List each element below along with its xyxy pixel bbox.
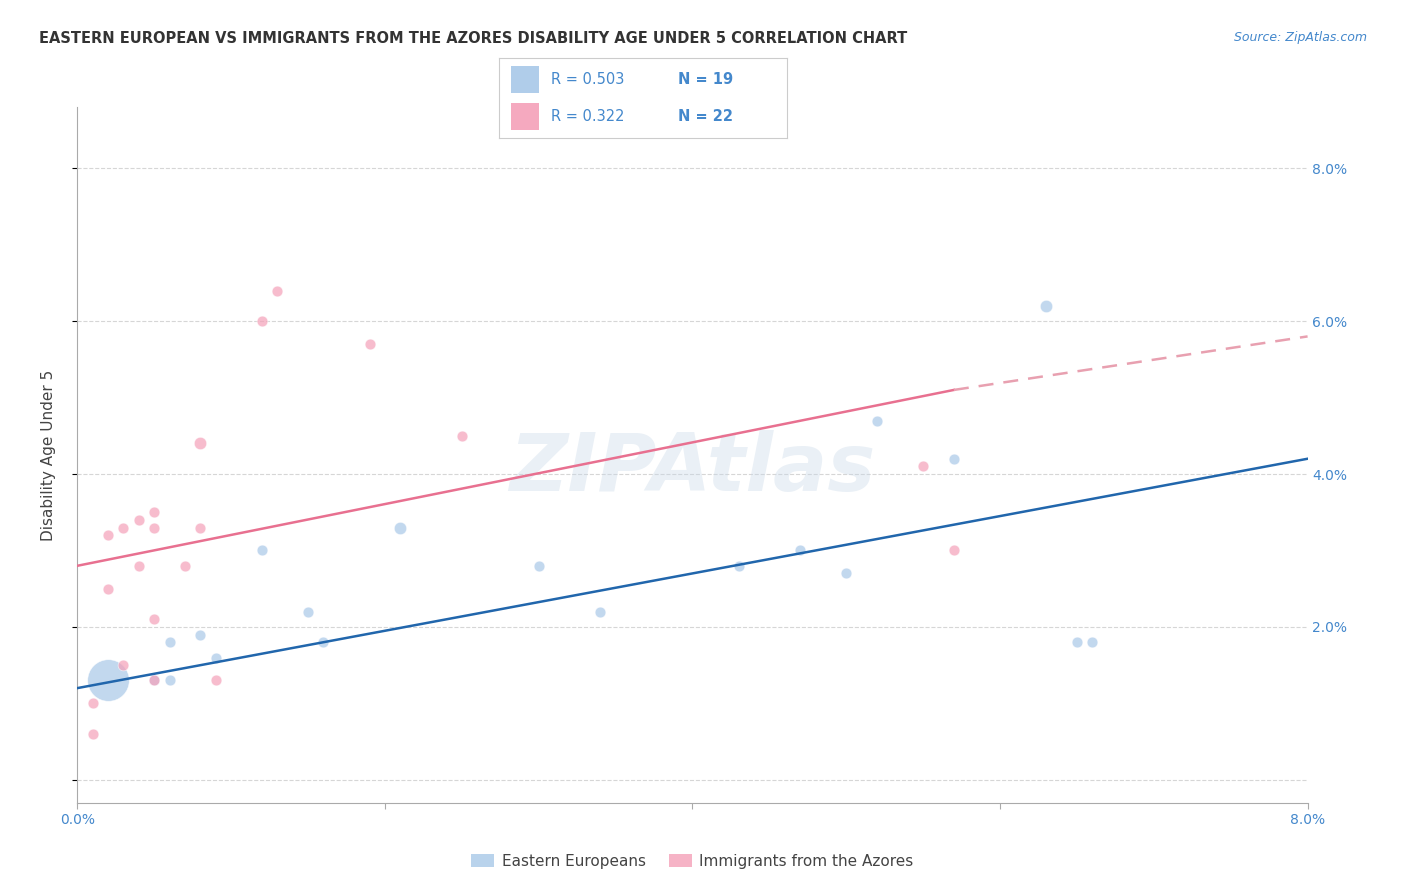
Point <box>297 605 319 619</box>
Text: N = 22: N = 22 <box>678 109 733 124</box>
Point <box>143 673 166 688</box>
Point <box>82 727 104 741</box>
Point <box>1081 635 1104 649</box>
Point <box>942 451 965 466</box>
Point <box>174 558 197 573</box>
Point <box>835 566 858 581</box>
Legend: Eastern Europeans, Immigrants from the Azores: Eastern Europeans, Immigrants from the A… <box>465 848 920 875</box>
FancyBboxPatch shape <box>510 103 540 130</box>
Point <box>312 635 335 649</box>
Point <box>97 582 120 596</box>
Text: Source: ZipAtlas.com: Source: ZipAtlas.com <box>1233 31 1367 45</box>
Point <box>82 697 104 711</box>
Point <box>97 673 120 688</box>
Point <box>866 413 889 427</box>
Point <box>128 558 150 573</box>
Point <box>1035 299 1057 313</box>
Point <box>128 513 150 527</box>
Point <box>266 284 288 298</box>
Point <box>143 673 166 688</box>
Text: EASTERN EUROPEAN VS IMMIGRANTS FROM THE AZORES DISABILITY AGE UNDER 5 CORRELATIO: EASTERN EUROPEAN VS IMMIGRANTS FROM THE … <box>39 31 908 46</box>
Text: N = 19: N = 19 <box>678 72 733 87</box>
Point <box>190 436 212 450</box>
Point <box>190 520 212 534</box>
Point <box>1066 635 1088 649</box>
Point <box>389 520 412 534</box>
Point <box>143 520 166 534</box>
Point <box>112 658 135 673</box>
Point <box>97 528 120 542</box>
Text: R = 0.503: R = 0.503 <box>551 72 624 87</box>
Point <box>190 627 212 641</box>
Text: ZIPAtlas: ZIPAtlas <box>509 430 876 508</box>
Point <box>112 520 135 534</box>
Point <box>912 459 935 474</box>
Point <box>527 558 550 573</box>
Point <box>204 650 226 665</box>
Y-axis label: Disability Age Under 5: Disability Age Under 5 <box>42 369 56 541</box>
Point <box>250 543 273 558</box>
Text: R = 0.322: R = 0.322 <box>551 109 624 124</box>
Point <box>159 673 181 688</box>
Point <box>204 673 226 688</box>
FancyBboxPatch shape <box>510 66 540 94</box>
Point <box>727 558 749 573</box>
Point <box>942 543 965 558</box>
Point <box>143 612 166 626</box>
Point <box>159 635 181 649</box>
Point <box>589 605 612 619</box>
Point <box>143 505 166 519</box>
Point <box>450 429 472 443</box>
Point <box>359 337 381 351</box>
Point <box>250 314 273 328</box>
Point <box>789 543 811 558</box>
